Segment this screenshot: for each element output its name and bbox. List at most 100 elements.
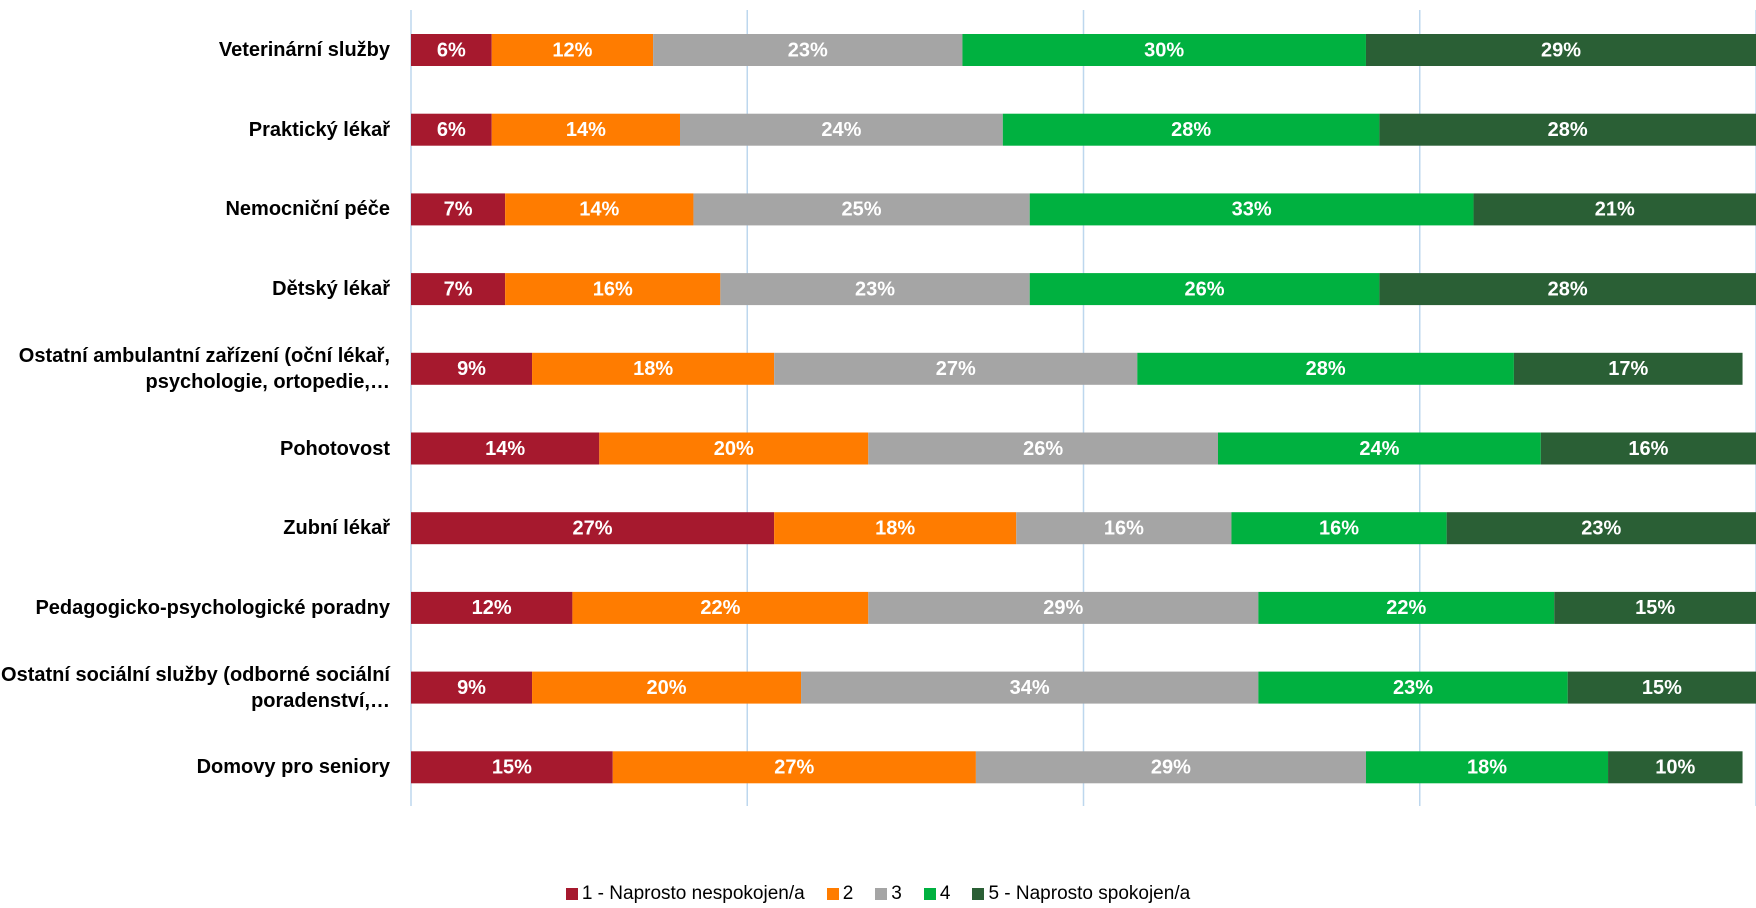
bar-segment (1513, 352, 1743, 385)
data-label: 18% (875, 517, 915, 539)
bar-segment (1554, 591, 1756, 624)
bar-segment (1473, 193, 1756, 226)
category-label: Ostatní ambulantní zařízení (oční lékař,… (18, 344, 390, 393)
bar-segment (1258, 671, 1568, 704)
bar-segment (411, 591, 573, 624)
data-label: 9% (457, 358, 486, 380)
legend-item: 5 - Naprosto spokojen/a (972, 883, 1190, 905)
bar-segment (411, 193, 506, 226)
bar-segment (1567, 671, 1756, 704)
bar-segment (1029, 193, 1474, 226)
data-label: 15% (1635, 597, 1675, 619)
data-label: 29% (1151, 757, 1191, 779)
legend-swatch (565, 888, 578, 900)
category-label: Dětský lékař (272, 278, 390, 301)
data-label: 30% (1144, 39, 1184, 61)
data-label: 21% (1595, 199, 1635, 221)
data-label: 7% (444, 199, 473, 221)
bar-segment (599, 432, 869, 465)
bar-segment (1379, 273, 1756, 306)
data-label: 17% (1608, 358, 1648, 380)
bar-segment (1029, 273, 1380, 306)
data-label: 16% (1628, 438, 1668, 460)
data-label: 14% (485, 438, 525, 460)
data-label: 27% (936, 358, 976, 380)
data-label: 28% (1306, 358, 1346, 380)
bar-segment (411, 671, 533, 704)
data-label: 25% (842, 199, 882, 221)
bar-segment (801, 671, 1259, 704)
bar-segment (962, 34, 1366, 66)
bar-segment (1379, 113, 1756, 146)
data-label: 20% (647, 677, 687, 699)
data-label: 29% (1541, 39, 1581, 61)
category-label: Ostatní sociální služby (odborné sociáln… (1, 663, 390, 712)
data-label: 34% (1010, 677, 1050, 699)
legend-swatch (923, 888, 936, 900)
bar-segment (693, 193, 1030, 226)
data-label: 7% (444, 278, 473, 300)
bar-segment (572, 591, 869, 624)
bar-segment (653, 34, 963, 66)
data-label: 26% (1185, 278, 1225, 300)
bar-segment (1016, 512, 1232, 545)
legend-label: 1 - Naprosto nespokojen/a (581, 883, 805, 904)
data-label: 23% (1393, 677, 1433, 699)
data-label: 28% (1171, 119, 1211, 141)
bar-segment (1137, 352, 1514, 385)
category-label: Domovy pro seniory (196, 756, 390, 779)
bar-segment (1446, 512, 1756, 545)
bar-segment (1540, 432, 1756, 465)
data-label: 23% (855, 278, 895, 300)
bar-segment (411, 512, 775, 545)
bar-segment (411, 113, 492, 146)
legend-label: 3 (891, 883, 902, 904)
legend: 1 - Naprosto nespokojen/a 2 3 4 5 - Naprosto… (0, 883, 1756, 905)
category-label: Praktický lékař (248, 118, 390, 141)
bar-segment (532, 352, 775, 385)
legend-label: 4 (939, 883, 951, 904)
bar-segment (491, 34, 654, 66)
data-label: 33% (1232, 199, 1272, 221)
legend-swatch (972, 888, 985, 900)
bar-segment (411, 751, 613, 784)
data-label: 23% (788, 39, 828, 61)
bar-segment (411, 432, 600, 465)
data-label: 23% (1581, 517, 1621, 539)
bar-segment (680, 113, 1003, 146)
legend-item: 1 - Naprosto nespokojen/a (565, 883, 805, 905)
legend-label: 5 - Naprosto spokojen/a (988, 883, 1191, 904)
bar-segment (868, 591, 1259, 624)
data-label: 27% (573, 517, 613, 539)
data-label: 12% (472, 597, 512, 619)
category-label: Pohotovost (280, 437, 390, 460)
bar-segment (612, 751, 976, 784)
bar-segment (774, 352, 1138, 385)
data-label: 28% (1548, 278, 1588, 300)
bar-segment (532, 671, 802, 704)
data-label: 14% (566, 119, 606, 141)
data-label: 28% (1548, 119, 1588, 141)
data-label: 16% (1104, 517, 1144, 539)
data-label: 22% (1386, 597, 1426, 619)
data-label: 16% (593, 278, 633, 300)
bar-segment (411, 34, 492, 66)
category-label: Zubní lékař (283, 517, 390, 540)
legend-item: 2 (826, 883, 854, 905)
data-label: 20% (714, 438, 754, 460)
data-label: 24% (1359, 438, 1399, 460)
data-label: 18% (633, 358, 673, 380)
data-label: 16% (1319, 517, 1359, 539)
bar-segment (774, 512, 1017, 545)
data-label: 12% (552, 39, 592, 61)
bar-segment (1002, 113, 1380, 146)
legend-item: 3 (875, 883, 902, 905)
legend-label: 2 (842, 883, 854, 904)
data-label: 6% (437, 39, 466, 61)
category-label: Veterinární služby (218, 39, 390, 61)
legend-swatch (826, 888, 839, 900)
data-label: 15% (1642, 677, 1682, 699)
category-label: Nemocniční péče (225, 198, 390, 221)
